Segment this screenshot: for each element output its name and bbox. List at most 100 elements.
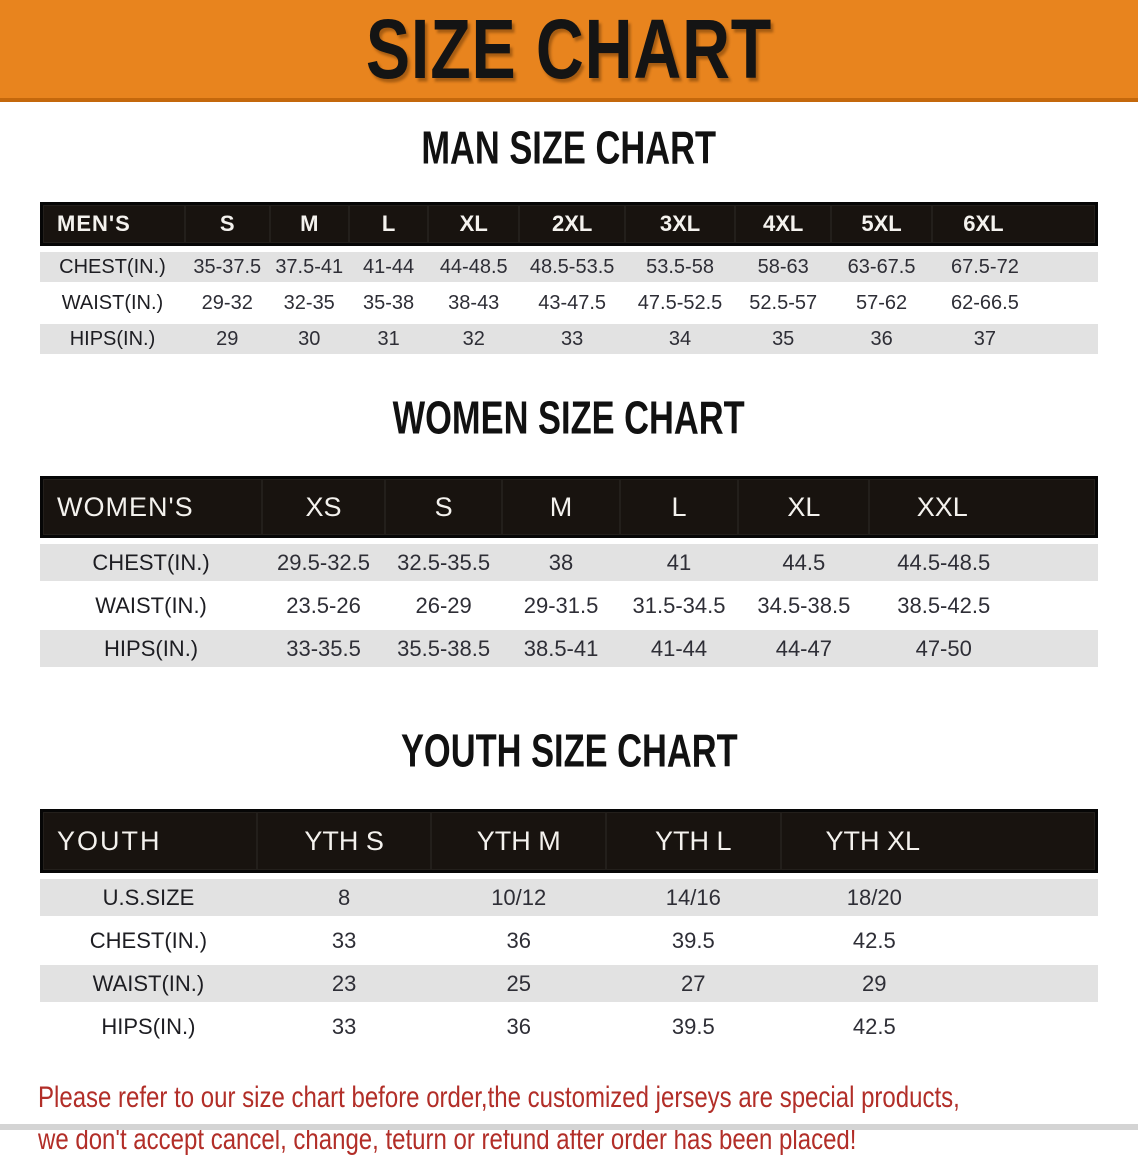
women-section-title-text: WOMEN SIZE CHART (392, 391, 746, 444)
value-cell: 29-32 (184, 288, 270, 318)
value-cell: 42.5 (780, 1008, 1098, 1045)
youth-chest-row: CHEST(IN.) 33 36 39.5 42.5 (40, 922, 1098, 959)
men-header-row: MEN'S S M L XL 2XL 3XL 4XL 5XL 6XL (40, 202, 1098, 246)
value-cell: 10/12 (431, 879, 606, 916)
women-column-header: S (384, 476, 503, 538)
banner-title: SIZE CHART (365, 0, 773, 96)
value-cell: 29-31.5 (502, 587, 620, 624)
men-column-header: XL (428, 202, 520, 246)
value-cell: 14/16 (606, 879, 781, 916)
value-cell: 44.5 (738, 544, 870, 581)
value-cell: 25 (431, 965, 606, 1002)
row-label: HIPS(IN.) (40, 630, 263, 667)
value-cell: 63-67.5 (831, 252, 932, 282)
youth-size-table: YOUTH YTH S YTH M YTH L YTH XL U.S.SIZE … (40, 803, 1098, 1051)
value-cell: 53.5-58 (625, 252, 736, 282)
value-cell: 35-38 (348, 288, 429, 318)
value-cell: 38-43 (428, 288, 520, 318)
value-cell: 32-35 (269, 288, 349, 318)
value-cell: 29.5-32.5 (262, 544, 385, 581)
value-cell: 43-47.5 (519, 288, 626, 318)
value-cell: 36 (431, 922, 606, 959)
value-cell: 29 (184, 324, 270, 354)
value-cell: 52.5-57 (735, 288, 832, 318)
value-cell: 27 (606, 965, 781, 1002)
youth-ussize-row: U.S.SIZE 8 10/12 14/16 18/20 (40, 879, 1098, 916)
value-cell: 42.5 (780, 922, 1098, 959)
value-cell: 47.5-52.5 (625, 288, 736, 318)
value-cell: 26-29 (384, 587, 503, 624)
women-size-table: WOMEN'S XS S M L XL XXL CHEST(IN.) 29.5-… (40, 470, 1098, 673)
youth-section-title-text: YOUTH SIZE CHART (400, 724, 738, 777)
value-cell: 38 (502, 544, 620, 581)
value-cell: 58-63 (735, 252, 832, 282)
women-chest-row: CHEST(IN.) 29.5-32.5 32.5-35.5 38 41 44.… (40, 544, 1098, 581)
value-cell: 34 (625, 324, 736, 354)
disclaimer: Please refer to our size chart before or… (0, 1077, 1138, 1161)
men-waist-row: WAIST(IN.) 29-32 32-35 35-38 38-43 43-47… (40, 288, 1098, 318)
men-hips-row: HIPS(IN.) 29 30 31 32 33 34 35 36 37 (40, 324, 1098, 354)
women-hips-row: HIPS(IN.) 33-35.5 35.5-38.5 38.5-41 41-4… (40, 630, 1098, 667)
value-cell: 33 (256, 1008, 432, 1045)
value-cell: 33 (519, 324, 626, 354)
youth-corner-label: YOUTH (40, 809, 257, 873)
women-waist-row: WAIST(IN.) 23.5-26 26-29 29-31.5 31.5-34… (40, 587, 1098, 624)
row-label: CHEST(IN.) (40, 544, 263, 581)
men-column-header: 5XL (831, 202, 932, 246)
disclaimer-line-1: Please refer to our size chart before or… (38, 1081, 960, 1114)
women-header-row: WOMEN'S XS S M L XL XXL (40, 476, 1098, 538)
value-cell: 33-35.5 (262, 630, 385, 667)
value-cell: 39.5 (606, 1008, 781, 1045)
youth-column-header: YTH S (256, 809, 432, 873)
value-cell: 31.5-34.5 (619, 587, 739, 624)
youth-hips-row: HIPS(IN.) 33 36 39.5 42.5 (40, 1008, 1098, 1045)
youth-column-header: YTH M (431, 809, 606, 873)
value-cell: 23.5-26 (262, 587, 385, 624)
value-cell: 23 (256, 965, 432, 1002)
row-label: CHEST(IN.) (40, 922, 257, 959)
youth-section-title: YOUTH SIZE CHART (0, 724, 1138, 783)
value-cell: 29 (780, 965, 1098, 1002)
value-cell: 30 (269, 324, 349, 354)
bottom-edge-divider (0, 1124, 1138, 1130)
men-column-header: S (184, 202, 270, 246)
men-column-header: 4XL (735, 202, 832, 246)
value-cell: 41-44 (348, 252, 429, 282)
women-column-header: XS (262, 476, 385, 538)
women-corner-label: WOMEN'S (40, 476, 263, 538)
men-column-header: L (348, 202, 429, 246)
women-column-header: XXL (869, 476, 1098, 538)
women-column-header: XL (738, 476, 870, 538)
value-cell: 32 (428, 324, 520, 354)
banner: SIZE CHART (0, 0, 1138, 102)
row-label: U.S.SIZE (40, 879, 257, 916)
value-cell: 48.5-53.5 (519, 252, 626, 282)
value-cell: 31 (348, 324, 429, 354)
men-size-table: MEN'S S M L XL 2XL 3XL 4XL 5XL 6XL CHEST… (40, 196, 1098, 360)
value-cell: 47-50 (869, 630, 1098, 667)
men-column-header: 6XL (931, 202, 1098, 246)
men-chest-row: CHEST(IN.) 35-37.5 37.5-41 41-44 44-48.5… (40, 252, 1098, 282)
value-cell: 32.5-35.5 (384, 544, 503, 581)
value-cell: 18/20 (780, 879, 1098, 916)
value-cell: 38.5-41 (502, 630, 620, 667)
value-cell: 33 (256, 922, 432, 959)
value-cell: 38.5-42.5 (869, 587, 1098, 624)
row-label: WAIST(IN.) (40, 587, 263, 624)
men-section-title-text: MAN SIZE CHART (421, 121, 717, 174)
row-label: HIPS(IN.) (40, 324, 185, 354)
value-cell: 36 (831, 324, 932, 354)
women-column-header: M (502, 476, 620, 538)
value-cell: 67.5-72 (931, 252, 1098, 282)
row-label: CHEST(IN.) (40, 252, 185, 282)
value-cell: 44-47 (738, 630, 870, 667)
women-section-title: WOMEN SIZE CHART (0, 391, 1138, 450)
youth-header-row: YOUTH YTH S YTH M YTH L YTH XL (40, 809, 1098, 873)
value-cell: 34.5-38.5 (738, 587, 870, 624)
value-cell: 39.5 (606, 922, 781, 959)
value-cell: 44.5-48.5 (869, 544, 1098, 581)
value-cell: 35-37.5 (184, 252, 270, 282)
value-cell: 44-48.5 (428, 252, 520, 282)
value-cell: 35 (735, 324, 832, 354)
